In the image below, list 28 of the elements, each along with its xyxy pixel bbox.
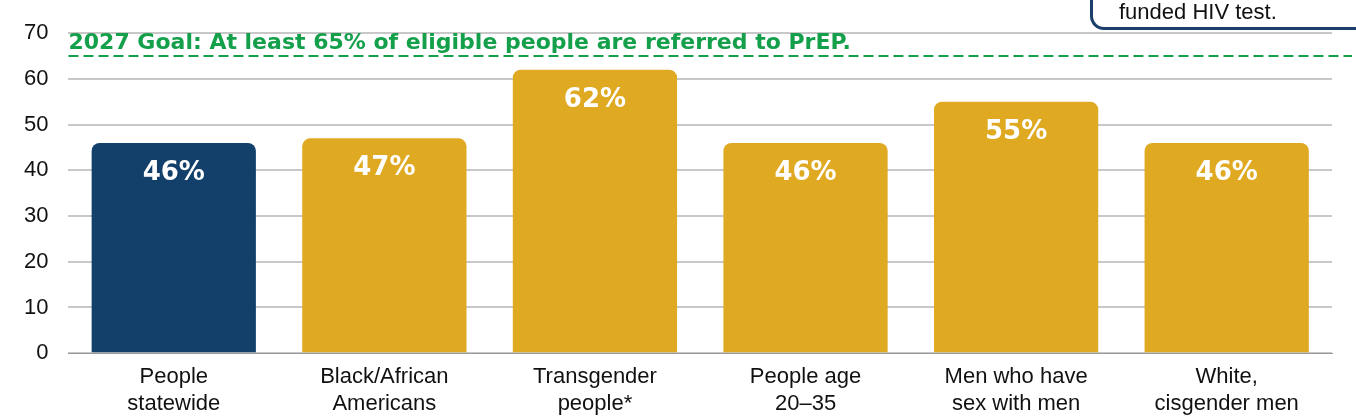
bar [1144,142,1309,353]
text: funded HIV test. [1090,0,1356,30]
y-tick-label: 20 [23,247,49,273]
x-tick-label: Men who have sex with men [944,363,1088,415]
x-tick-label: Black/African Americans [320,363,449,415]
data-label: 62% [563,82,627,113]
bar [933,101,1099,353]
data-label: 46% [142,155,205,186]
y-tick-label: 0 [36,339,49,365]
y-tick-label: 60 [23,64,49,90]
data-label: 55% [985,114,1048,145]
bar [723,142,888,353]
y-tick-label: 10 [23,293,49,319]
y-tick-label: 40 [23,156,49,182]
x-tick-label: Transgender people* [532,363,657,415]
y-tick-label: 70 [23,19,49,45]
data-label: 46% [1195,155,1258,186]
bar [512,69,678,353]
data-label: 46% [774,155,837,186]
bar [302,138,467,353]
x-tick-label: People statewide [127,363,221,415]
y-tick-label: 30 [23,202,49,228]
y-tick-label: 50 [23,110,49,136]
x-tick-label: White, cisgender men [1154,363,1299,415]
x-tick-label: People age 20–35 [749,363,862,415]
data-label: 47% [353,151,416,182]
bar [91,142,256,353]
ref-line-label: 2027 Goal: At least 65% of eligible people are referred to PrEP. [68,28,851,54]
